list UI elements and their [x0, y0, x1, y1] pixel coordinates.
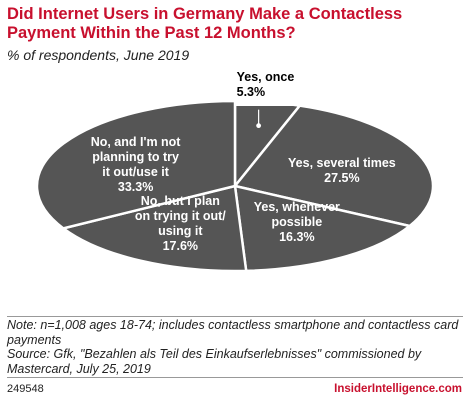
bottom-divider — [7, 377, 463, 378]
note-text: Note: n=1,008 ages 18-74; includes conta… — [7, 318, 459, 347]
notes-block: Note: n=1,008 ages 18-74; includes conta… — [7, 318, 465, 376]
pie-slice-2 — [233, 184, 413, 273]
slice-label-bg-0 — [234, 69, 327, 106]
chart-title: Did Internet Users in Germany Make a Con… — [7, 5, 403, 42]
pie-slice-3 — [60, 184, 248, 273]
slice-label-1: Yes, several times 27.5% — [288, 156, 396, 185]
slice-label-3: No, but I plan on trying it out/using it 1… — [135, 194, 226, 253]
source-text: Source: Gfk, "Bezahlen als Teil des Eink… — [7, 347, 422, 376]
pie-slice-1 — [232, 104, 435, 228]
slice-label-2: Yes, whenever possible 16.3% — [254, 200, 340, 244]
brand-link[interactable]: InsiderIntelligence.com — [334, 383, 462, 395]
slice-label-0: Yes, once 5.3% — [237, 70, 295, 99]
pie-slice-4 — [35, 99, 237, 230]
top-divider — [7, 316, 463, 317]
chart-subtitle: % of respondents, June 2019 — [7, 47, 190, 63]
chart-id: 249548 — [7, 383, 44, 395]
pie-chart: Yes, once 5.3% Yes, several times 27.5% Yes,… — [35, 69, 435, 273]
slice-label-4: No, and I'm not planning to try it out/use… — [91, 135, 182, 194]
